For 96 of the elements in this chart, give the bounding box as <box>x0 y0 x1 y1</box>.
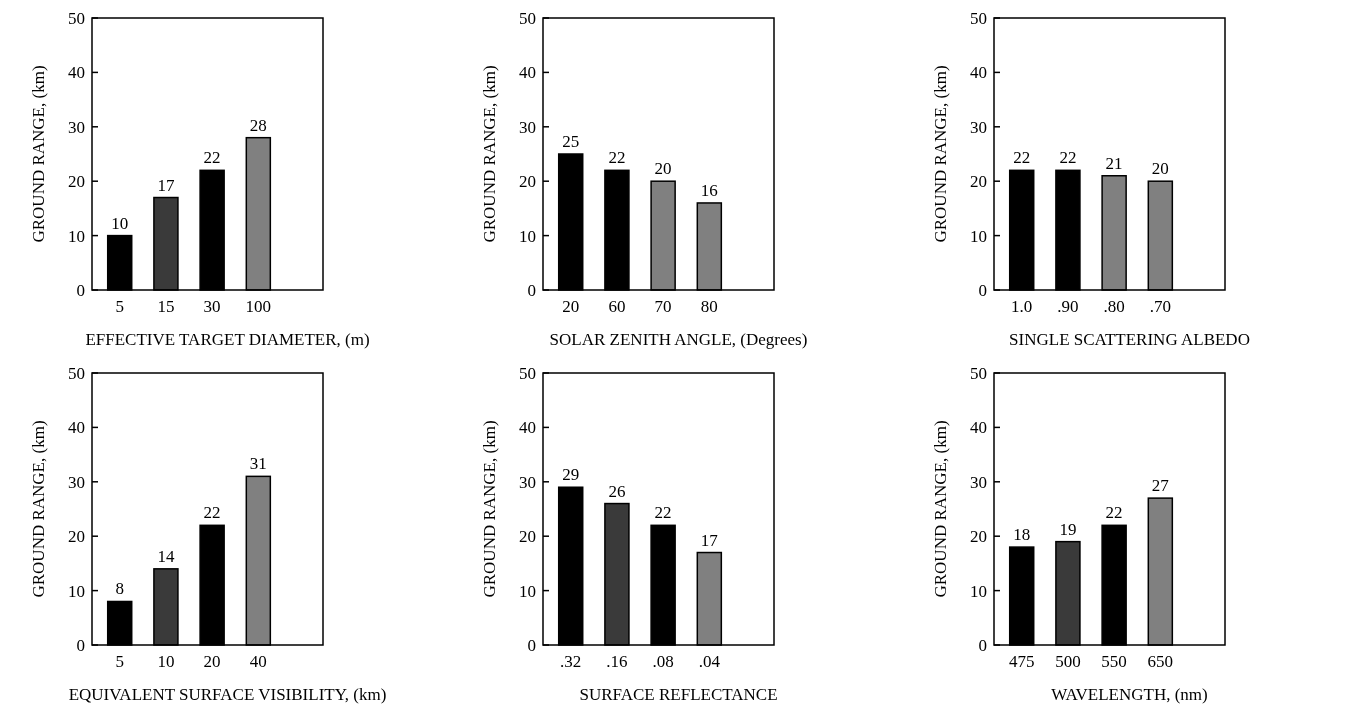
y-tick-label: 0 <box>527 280 536 300</box>
data-label: 26 <box>608 481 626 501</box>
data-label: 31 <box>249 454 267 474</box>
y-tick-label: 0 <box>527 635 536 655</box>
x-tick-label: 70 <box>654 297 672 316</box>
y-tick-label: 40 <box>970 63 987 83</box>
x-tick-label: 20 <box>203 652 221 671</box>
y-axis-title: GROUND RANGE, (km) <box>480 420 499 598</box>
data-label: 22 <box>1059 148 1077 168</box>
y-tick-label: 10 <box>68 581 85 601</box>
data-label: 8 <box>115 579 124 599</box>
y-tick-label: 20 <box>519 172 536 192</box>
x-tick-label: 80 <box>700 297 718 316</box>
y-tick-label: 50 <box>970 363 987 383</box>
y-tick-label: 30 <box>519 117 536 137</box>
data-label: 16 <box>700 180 718 200</box>
y-tick-label: 40 <box>68 63 85 83</box>
y-tick-label: 20 <box>68 172 85 192</box>
y-tick-label: 50 <box>68 363 85 383</box>
y-tick-label: 50 <box>970 8 987 28</box>
x-tick-label: 5 <box>115 297 124 316</box>
x-tick-label: 1.0 <box>1011 297 1033 316</box>
y-tick-label: 40 <box>68 418 85 438</box>
data-label: 10 <box>111 213 129 233</box>
x-tick-label: 475 <box>1008 652 1035 671</box>
data-label: 18 <box>1013 525 1031 545</box>
x-tick-label: .32 <box>560 652 582 671</box>
y-tick-label: 30 <box>68 117 85 137</box>
y-axis-title: GROUND RANGE, (km) <box>931 65 950 243</box>
data-label: 29 <box>562 465 580 485</box>
y-axis-title: GROUND RANGE, (km) <box>29 65 48 243</box>
data-label: 22 <box>654 503 672 523</box>
y-tick-label: 10 <box>68 226 85 246</box>
y-axis-title: GROUND RANGE, (km) <box>29 420 48 598</box>
x-tick-label: .80 <box>1103 297 1125 316</box>
data-label: 25 <box>562 132 580 151</box>
x-tick-label: 5 <box>115 652 124 671</box>
y-tick-label: 30 <box>519 472 536 492</box>
x-axis-title: SOLAR ZENITH ANGLE, (Degrees) <box>549 330 808 349</box>
x-tick-label: 100 <box>245 297 272 316</box>
y-tick-label: 50 <box>68 8 85 28</box>
x-axis-title: EQUIVALENT SURFACE VISIBILITY, (km) <box>68 685 387 704</box>
x-tick-label: .08 <box>652 652 674 671</box>
data-label: 28 <box>249 115 267 135</box>
y-tick-label: 0 <box>978 280 987 300</box>
data-label: 22 <box>203 503 221 523</box>
y-tick-label: 50 <box>519 363 536 383</box>
y-tick-label: 30 <box>970 117 987 137</box>
y-tick-label: 20 <box>519 527 536 547</box>
x-tick-label: 30 <box>203 297 221 316</box>
x-tick-label: 500 <box>1055 652 1081 671</box>
y-tick-label: 40 <box>970 418 987 438</box>
y-tick-label: 20 <box>970 527 987 547</box>
y-tick-label: 10 <box>970 226 987 246</box>
x-axis-title: SURFACE REFLECTANCE <box>579 685 778 704</box>
y-tick-label: 40 <box>519 418 536 438</box>
y-tick-label: 30 <box>68 472 85 492</box>
y-axis-title: GROUND RANGE, (km) <box>480 65 499 243</box>
y-tick-label: 10 <box>519 226 536 246</box>
data-label: 21 <box>1105 153 1123 173</box>
x-tick-label: 20 <box>562 297 580 316</box>
y-tick-label: 20 <box>970 172 987 192</box>
data-label: 22 <box>608 148 626 168</box>
x-tick-label: 60 <box>608 297 626 316</box>
data-label: 14 <box>157 546 175 566</box>
x-tick-label: .90 <box>1057 297 1079 316</box>
y-tick-label: 0 <box>76 635 85 655</box>
y-tick-label: 30 <box>970 472 987 492</box>
x-tick-label: 40 <box>249 652 267 671</box>
x-axis-title: SINGLE SCATTERING ALBEDO <box>1009 330 1250 349</box>
x-tick-label: .04 <box>698 652 721 671</box>
data-label: 17 <box>700 530 719 550</box>
data-label: 22 <box>1105 503 1123 523</box>
data-label: 17 <box>157 175 175 195</box>
y-tick-label: 10 <box>519 581 536 601</box>
x-tick-label: 550 <box>1101 652 1127 671</box>
x-tick-label: .70 <box>1149 297 1171 316</box>
y-tick-label: 0 <box>76 280 85 300</box>
data-label: 27 <box>1151 476 1170 496</box>
data-label: 22 <box>203 148 221 168</box>
data-label: 19 <box>1059 519 1077 539</box>
data-label: 20 <box>654 159 672 179</box>
data-label: 20 <box>1151 159 1169 179</box>
x-tick-label: 15 <box>157 297 175 316</box>
y-tick-label: 0 <box>978 635 987 655</box>
y-tick-label: 40 <box>519 63 536 83</box>
x-axis-title: EFFECTIVE TARGET DIAMETER, (m) <box>85 330 370 349</box>
x-tick-label: 650 <box>1147 652 1174 671</box>
y-tick-label: 50 <box>519 8 536 28</box>
x-tick-label: 10 <box>157 652 175 671</box>
y-axis-title: GROUND RANGE, (km) <box>931 420 950 598</box>
data-label: 22 <box>1013 148 1031 168</box>
y-tick-label: 10 <box>970 581 987 601</box>
y-tick-label: 20 <box>68 527 85 547</box>
x-axis-title: WAVELENGTH, (nm) <box>1051 685 1208 704</box>
x-tick-label: .16 <box>606 652 628 671</box>
